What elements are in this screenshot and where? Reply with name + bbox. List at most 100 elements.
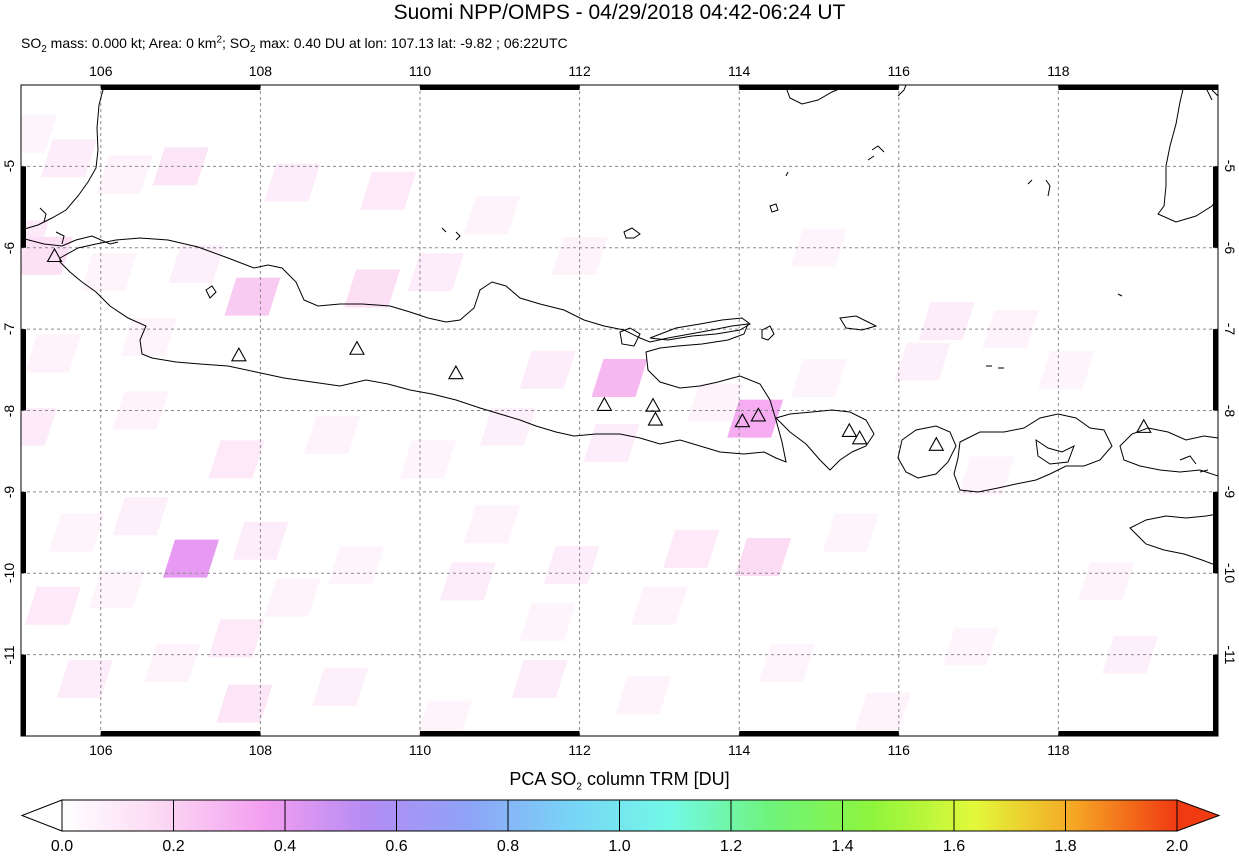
colorbar-gradient xyxy=(62,800,1177,831)
volcano-triangle-icon xyxy=(750,407,767,422)
so2-pixel xyxy=(1078,562,1135,601)
lon-tick-label-bottom: 108 xyxy=(248,742,273,758)
so2-map xyxy=(20,84,1219,737)
volcano-triangle-icon xyxy=(349,340,365,355)
lat-tick-label-left: -9 xyxy=(1,485,17,499)
so2-pixel xyxy=(40,139,97,178)
so2-pixel xyxy=(21,236,73,275)
frame-segment xyxy=(21,166,26,248)
volcano-triangle-icon xyxy=(645,397,661,412)
colorbar-label: 0.2 xyxy=(162,838,185,855)
coastline-islet-g xyxy=(986,365,1004,369)
lon-tick-label-bottom: 106 xyxy=(89,742,113,758)
frame-segment xyxy=(420,85,580,90)
frame-segment xyxy=(1213,329,1218,411)
map-subtitle: SO2 mass: 0.000 kt; Area: 0 km2; SO2 max… xyxy=(21,34,568,55)
so2-pixel xyxy=(88,570,145,609)
so2-pixel xyxy=(479,407,536,446)
so2-pixel xyxy=(344,269,401,308)
volcano-triangle-icon xyxy=(447,364,464,380)
coastline-islet-b xyxy=(761,325,775,341)
lat-tick-label-right: -6 xyxy=(1222,241,1238,254)
lon-tick-label-bottom: 114 xyxy=(728,742,751,758)
volcano-triangle-icon xyxy=(841,422,858,437)
colorbar-ticks xyxy=(173,800,1066,831)
lon-tick-label-top: 110 xyxy=(408,63,432,79)
colorbar-min-arrow xyxy=(20,799,63,832)
volcano-triangle-icon xyxy=(647,411,664,426)
frame-segment xyxy=(21,329,26,411)
lat-tick-label-right: -9 xyxy=(1222,485,1238,499)
so2-pixel xyxy=(958,456,1015,495)
map-title: Suomi NPP/OMPS - 04/29/2018 04:42-06:24 … xyxy=(393,1,846,24)
so2-pixel xyxy=(120,318,177,357)
so2-pixel xyxy=(982,310,1039,349)
frame-segment xyxy=(1058,731,1218,736)
volcano-triangle-icon xyxy=(46,247,63,263)
lon-tick-label-top: 112 xyxy=(568,63,591,79)
so2-pixel xyxy=(168,245,225,284)
colorbar-label: 0.0 xyxy=(50,838,74,855)
lat-tick-label-left: -8 xyxy=(1,404,17,417)
frame-segment xyxy=(100,731,261,736)
coastline-karimunjawa xyxy=(441,227,461,241)
so2-pixel xyxy=(1102,635,1159,674)
so2-pixel xyxy=(735,537,792,576)
coastline-sumbawa-bay xyxy=(1035,438,1075,465)
frame-segment xyxy=(21,491,26,574)
so2-pixel xyxy=(822,513,879,552)
colorbar-label: 0.8 xyxy=(496,838,520,855)
so2-pixel xyxy=(791,358,847,397)
so2-pixel xyxy=(463,196,520,235)
lat-tick-label-right: -10 xyxy=(1222,563,1238,584)
frame-segment xyxy=(739,731,899,736)
map-frame xyxy=(20,84,1219,737)
colorbar-label: 1.2 xyxy=(719,838,743,855)
coastline-islet-c xyxy=(769,203,779,213)
so2-pixel xyxy=(663,529,720,568)
so2-pixel xyxy=(21,407,57,446)
so2-pixel xyxy=(463,505,520,544)
colorbar-label: 1.6 xyxy=(942,838,966,855)
coastline-islet-j xyxy=(1179,455,1209,473)
coastline-flores xyxy=(1119,427,1218,477)
coastline-bawean xyxy=(623,227,641,239)
colorbar-label: 1.0 xyxy=(608,838,631,855)
so2-pixel xyxy=(144,643,201,682)
coastline-java xyxy=(59,237,787,463)
colorbar-label: 1.8 xyxy=(1054,838,1077,855)
coastline-islet-e xyxy=(1027,179,1051,197)
map-background xyxy=(21,85,1218,736)
volcano-triangle-icon xyxy=(851,430,868,445)
lat-tick-label-right: -11 xyxy=(1222,645,1238,665)
so2-pixel xyxy=(942,627,999,666)
frame-segment xyxy=(21,654,26,736)
lat-tick-label-right: -7 xyxy=(1222,322,1238,336)
so2-pixel-layer xyxy=(21,114,1159,736)
graticule xyxy=(21,85,1218,736)
colorbar-max-arrow xyxy=(1176,799,1221,832)
lon-tick-label-top: 118 xyxy=(1047,63,1070,79)
so2-pixel xyxy=(591,358,648,397)
so2-pixel xyxy=(152,147,209,186)
volcano-triangle-icon xyxy=(596,396,613,411)
so2-pixel xyxy=(264,578,321,617)
coastline-sumatra xyxy=(21,85,119,247)
lat-tick-label-right: -5 xyxy=(1222,160,1238,173)
colorbar-border xyxy=(61,799,1178,832)
so2-pixel xyxy=(112,391,169,430)
so2-pixel xyxy=(96,155,153,194)
coastline-madura-strait xyxy=(619,327,641,347)
coastline-sulawesi xyxy=(1157,85,1218,223)
so2-pixel xyxy=(56,660,113,699)
so2-pixel xyxy=(854,692,911,731)
coastline-islet-a xyxy=(205,285,217,299)
so2-pixel xyxy=(312,668,369,707)
volcano-triangle-icon xyxy=(1135,418,1152,433)
so2-pixel xyxy=(543,546,600,585)
coastline-madura xyxy=(649,317,751,341)
so2-pixel xyxy=(80,253,137,292)
so2-pixel xyxy=(21,114,57,153)
lat-tick-label-left: -7 xyxy=(1,322,17,336)
lat-tick-label-left: -11 xyxy=(1,645,17,665)
